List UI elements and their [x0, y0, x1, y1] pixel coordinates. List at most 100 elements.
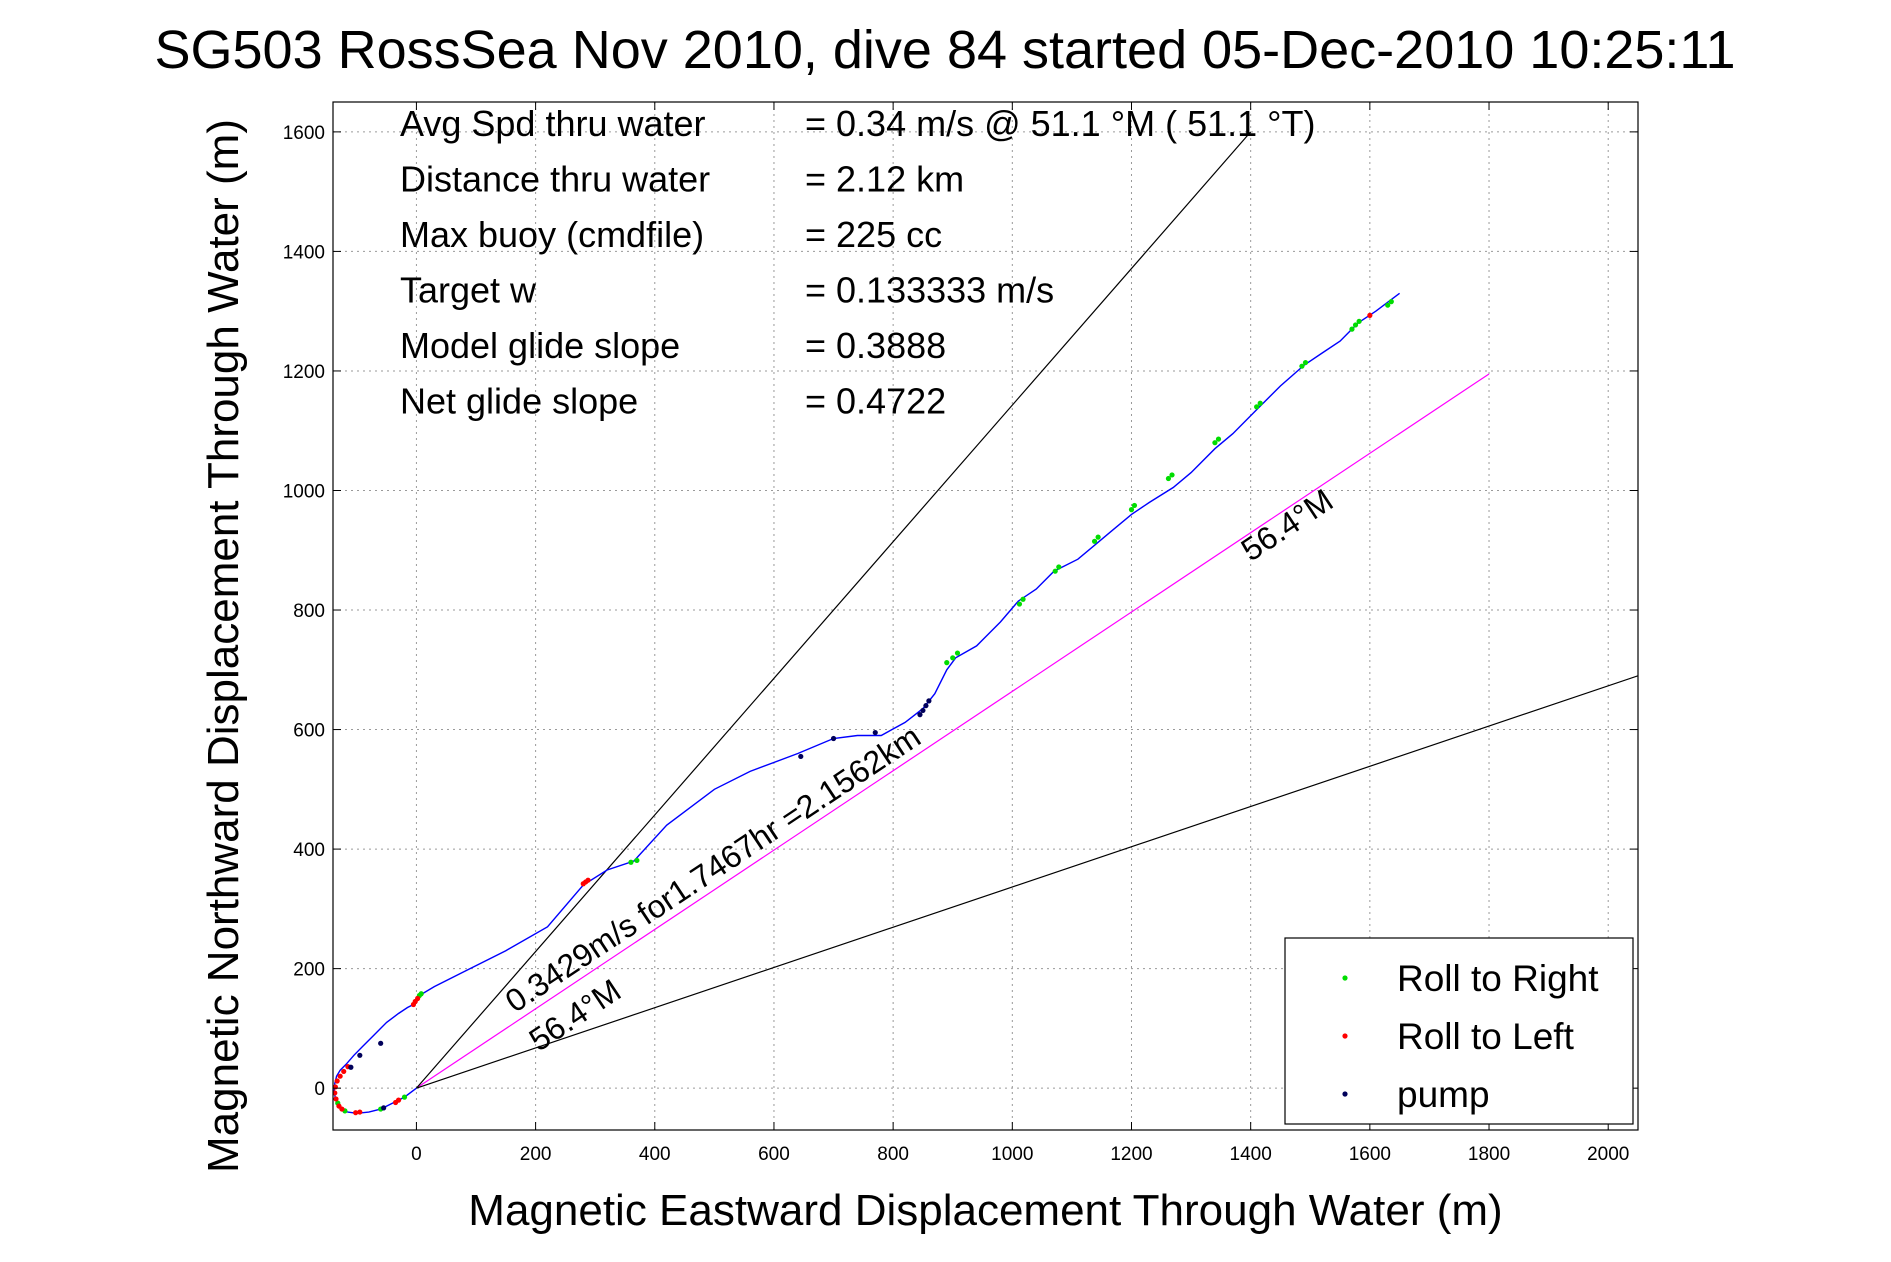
x-tick-label: 200 — [520, 1144, 552, 1165]
x-tick-label: 2000 — [1587, 1144, 1629, 1165]
data-point — [418, 991, 424, 997]
plot-frame — [332, 101, 1639, 1131]
data-point — [1016, 601, 1023, 607]
y-tick-label: 1000 — [283, 481, 325, 502]
x-axis-label: Magnetic Eastward Displacement Through W… — [468, 1186, 1502, 1235]
data-point — [378, 1040, 384, 1046]
data-point — [1169, 472, 1175, 478]
data-point — [333, 1090, 338, 1096]
y-tick-label: 200 — [293, 960, 325, 981]
data-point — [1356, 318, 1362, 324]
data-point — [357, 1052, 363, 1058]
chart-title: SG503 RossSea Nov 2010, dive 84 started … — [154, 20, 1735, 80]
series-pump — [348, 698, 932, 1111]
reference-line-bound-lower — [416, 675, 1638, 1089]
data-point — [1302, 359, 1309, 366]
legend-label: Roll to Right — [1397, 958, 1599, 999]
data-point — [353, 1110, 359, 1116]
data-point — [585, 877, 591, 883]
data-point — [1052, 568, 1058, 574]
data-point — [1215, 436, 1222, 442]
data-point — [1257, 400, 1263, 406]
y-tick-label: 400 — [293, 840, 325, 861]
data-point — [1254, 404, 1260, 410]
x-tick-label: 1000 — [991, 1144, 1033, 1165]
data-point — [1131, 502, 1138, 509]
data-point — [628, 859, 634, 865]
legend-marker — [1342, 975, 1348, 981]
y-tick-label: 1400 — [283, 242, 325, 263]
y-axis-label: Magnetic Northward Displacement Through … — [199, 119, 248, 1173]
data-point — [1095, 534, 1101, 540]
data-point — [1212, 440, 1218, 446]
data-point — [1128, 507, 1135, 513]
axis-ticks: 0 200 400 600 800 1000 1200 1400 1600 1800 2000 0 20… — [283, 102, 1638, 1165]
data-point — [950, 655, 956, 661]
x-tick-label: 800 — [877, 1144, 909, 1165]
x-tick-label: 1200 — [1110, 1144, 1152, 1165]
legend-marker — [1342, 1033, 1348, 1039]
y-tick-label: 0 — [314, 1079, 325, 1100]
x-tick-label: 1800 — [1468, 1144, 1510, 1165]
data-point — [917, 712, 923, 718]
data-point — [798, 753, 804, 760]
data-point — [1352, 322, 1359, 328]
data-point — [1367, 312, 1373, 318]
y-tick-label: 1600 — [283, 123, 325, 144]
legend: Roll to Right Roll to Left pump — [1284, 937, 1634, 1125]
info-value: = 0.133333 m/s — [805, 270, 1054, 311]
data-point — [954, 650, 961, 656]
legend-label: pump — [1397, 1074, 1490, 1115]
x-tick-label: 1600 — [1349, 1144, 1391, 1165]
data-point — [634, 857, 640, 864]
data-point — [944, 660, 950, 666]
data-point — [1056, 564, 1062, 570]
data-point — [1349, 326, 1355, 332]
data-point — [1388, 299, 1394, 305]
info-value: = 0.34 m/s @ 51.1 °M ( 51.1 °T) — [805, 103, 1316, 144]
data-point — [334, 1078, 340, 1084]
series-roll-to-left — [333, 312, 1373, 1116]
data-point — [333, 1096, 339, 1102]
data-point — [336, 1103, 342, 1109]
info-value: = 0.3888 — [805, 325, 946, 366]
info-value: = 0.4722 — [805, 381, 946, 422]
annotation-label: 0.3429m/s for1.7467hr =2.1562km — [499, 718, 927, 1019]
legend-marker — [1342, 1091, 1348, 1097]
info-value: = 2.12 km — [805, 159, 964, 200]
info-value: = 225 cc — [805, 214, 942, 255]
info-label: Avg Spd thru water — [400, 103, 706, 144]
data-point — [401, 1094, 408, 1100]
data-point — [923, 703, 929, 709]
x-tick-label: 0 — [411, 1144, 422, 1165]
data-point — [1385, 302, 1391, 308]
data-point — [392, 1099, 399, 1106]
annotations: 0.3429m/s for1.7467hr =2.1562km56.4°M56.… — [499, 482, 1340, 1058]
data-point — [830, 735, 837, 742]
data-point — [415, 995, 421, 1002]
data-point — [337, 1073, 343, 1079]
legend-label: Roll to Left — [1397, 1016, 1575, 1057]
data-point — [357, 1109, 363, 1115]
data-point — [341, 1068, 347, 1075]
data-point — [1165, 475, 1172, 482]
y-tick-label: 600 — [293, 721, 325, 742]
data-point — [1091, 538, 1098, 544]
info-label: Max buoy (cmdfile) — [400, 214, 704, 255]
data-point — [1299, 363, 1305, 369]
info-label: Model glide slope — [400, 325, 680, 366]
data-point — [381, 1105, 387, 1111]
y-tick-label: 1200 — [283, 362, 325, 383]
y-tick-label: 800 — [293, 601, 325, 622]
x-tick-label: 400 — [639, 1144, 671, 1165]
data-point — [926, 698, 932, 704]
annotation-label: 56.4°M — [1235, 482, 1340, 568]
info-label: Distance thru water — [400, 159, 710, 200]
data-point — [1020, 596, 1026, 602]
x-tick-label: 600 — [758, 1144, 790, 1165]
data-point — [872, 729, 878, 736]
data-point — [920, 707, 926, 714]
data-point — [348, 1064, 354, 1070]
x-tick-label: 1400 — [1230, 1144, 1272, 1165]
